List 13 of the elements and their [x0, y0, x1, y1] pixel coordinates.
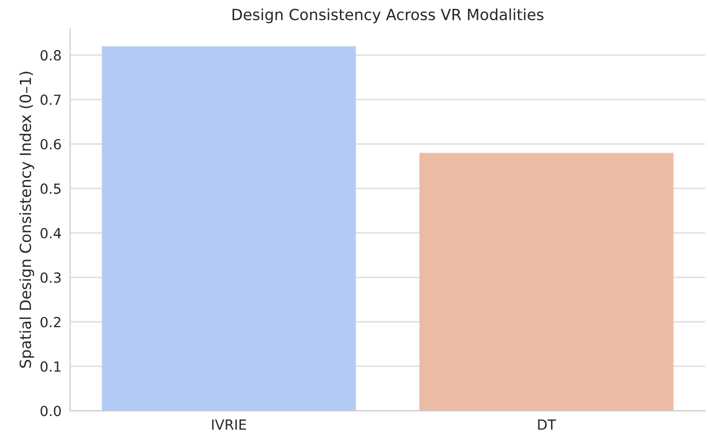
y-tick-label: 0.8: [40, 50, 61, 61]
y-tick-label: 0.6: [40, 138, 61, 150]
chart-title: Design Consistency Across VR Modalities: [232, 8, 544, 24]
y-tick-label: 0.5: [40, 183, 61, 194]
y-tick-label: 0.2: [40, 316, 60, 328]
y-tick-label: 0.7: [40, 94, 61, 106]
y-tick-label: 0.3: [40, 272, 61, 283]
y-tick-label: 0.4: [40, 228, 61, 238]
y-tick-label: 0.0: [40, 406, 61, 416]
y-tick-label: 0.1: [40, 361, 60, 372]
x-tick-label: IVRIE: [212, 420, 246, 430]
x-tick-label: DT: [538, 420, 556, 430]
y-axis-title: Spatial Design Consistency Index (0–1): [19, 72, 34, 368]
